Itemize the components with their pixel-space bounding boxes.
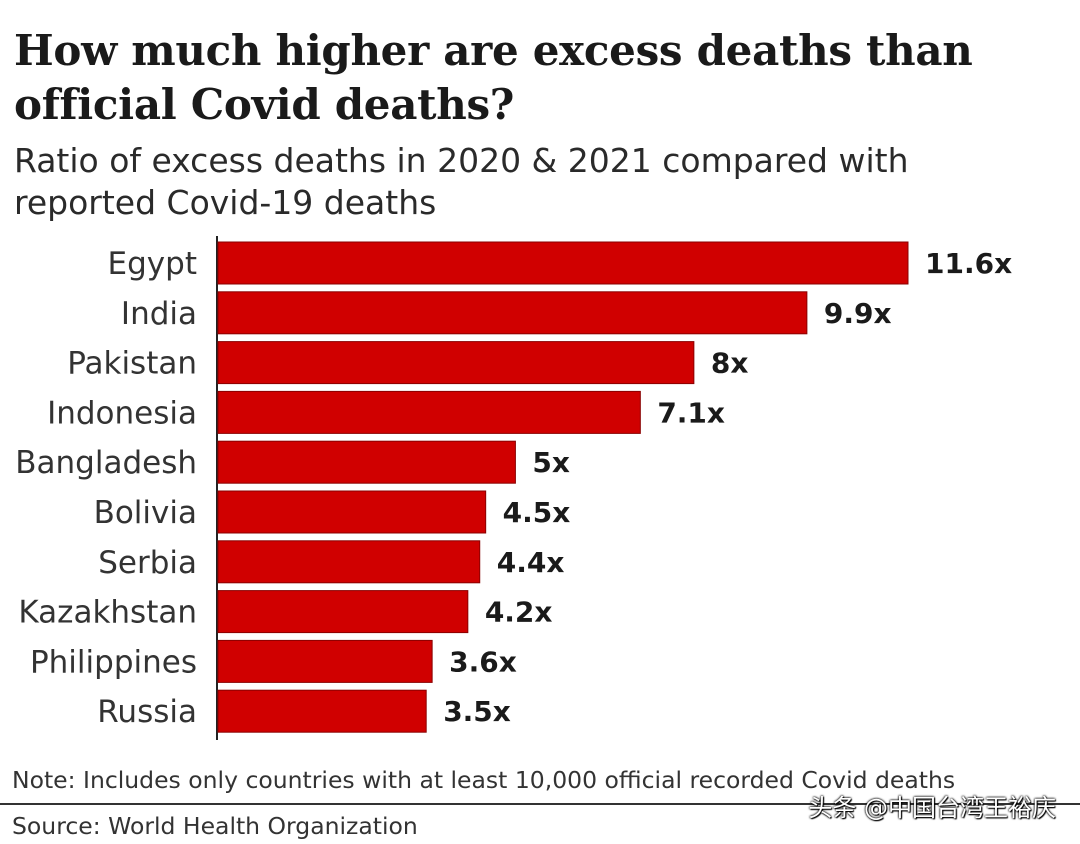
bar-serbia xyxy=(217,540,481,584)
value-label: 5x xyxy=(532,446,570,479)
category-label: Serbia xyxy=(98,545,197,581)
category-label: Russia xyxy=(97,694,197,730)
value-label: 4.5x xyxy=(503,496,571,529)
bar-pakistan xyxy=(217,341,695,385)
value-label: 4.4x xyxy=(497,546,565,579)
divider xyxy=(0,803,1080,805)
category-label: Egypt xyxy=(108,246,197,282)
bar-chart: Egypt 11.6x India 9.9x Pakistan 8x Indonesia 7.… xyxy=(15,236,1012,740)
value-label: 9.9x xyxy=(824,297,892,330)
chart-note: Note: Includes only countries with at le… xyxy=(12,766,956,794)
bar-kazakhstan xyxy=(217,590,469,634)
bar-russia xyxy=(217,689,427,733)
value-label: 11.6x xyxy=(925,247,1012,280)
bar-egypt xyxy=(217,241,909,285)
bar-indonesia xyxy=(217,390,641,434)
value-label: 4.2x xyxy=(485,596,553,629)
bar-bolivia xyxy=(217,490,487,534)
category-label: Bangladesh xyxy=(15,445,197,481)
category-label: Bolivia xyxy=(94,495,197,531)
chart-source: Source: World Health Organization xyxy=(12,812,418,840)
category-label: Indonesia xyxy=(47,395,197,431)
value-label: 8x xyxy=(711,347,749,380)
value-label: 3.6x xyxy=(449,645,517,678)
category-label: Philippines xyxy=(30,644,197,680)
category-label: Pakistan xyxy=(67,346,197,382)
bar-philippines xyxy=(217,639,433,683)
chart-subtitle: Ratio of excess deaths in 2020 & 2021 co… xyxy=(14,141,909,222)
watermark: 头条 @中国台湾王裕庆 xyxy=(808,794,1056,822)
chart-title: How much higher are excess deaths than o… xyxy=(14,26,973,129)
category-label: India xyxy=(121,296,197,332)
category-label: Kazakhstan xyxy=(18,595,197,631)
value-label: 3.5x xyxy=(443,695,511,728)
bar-india xyxy=(217,291,808,335)
bar-bangladesh xyxy=(217,440,516,484)
value-label: 7.1x xyxy=(657,396,725,429)
